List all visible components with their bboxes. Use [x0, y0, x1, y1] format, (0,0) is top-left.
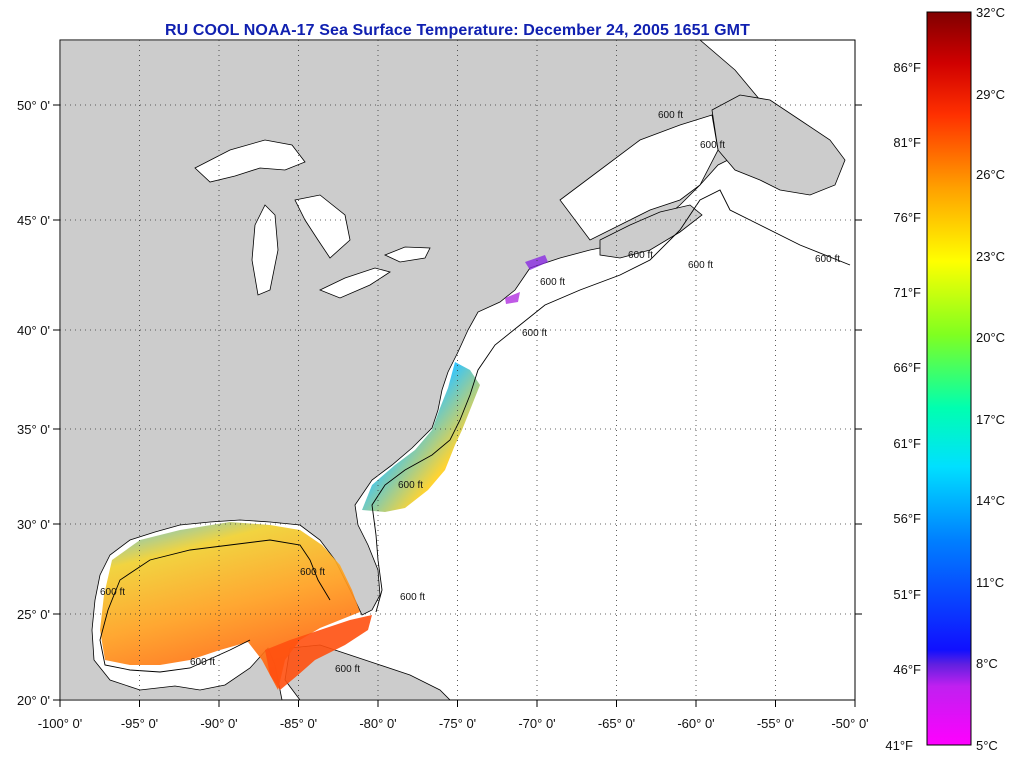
contour-label: 600 ft — [540, 277, 565, 288]
celsius-label: 20°C — [976, 330, 1005, 345]
lake-ontario — [383, 246, 431, 263]
lon-label: -95° 0' — [121, 716, 158, 731]
fahrenheit-label: 76°F — [893, 210, 921, 225]
fahrenheit-label: 61°F — [893, 436, 921, 451]
celsius-label: 29°C — [976, 87, 1005, 102]
celsius-label: 32°C — [976, 5, 1005, 20]
contour-label: 600 ft — [400, 592, 425, 603]
sst-east-coast — [362, 362, 480, 512]
sst-florida-straits — [265, 615, 372, 690]
sst-map: 600 ft 600 ft 600 ft 600 ft 600 ft 600 f… — [17, 39, 869, 731]
lat-label: 25° 0' — [17, 607, 50, 622]
lake-michigan — [251, 204, 279, 296]
contour-label: 600 ft — [398, 480, 423, 491]
lat-label: 40° 0' — [17, 323, 50, 338]
celsius-label: 14°C — [976, 493, 1005, 508]
lon-label: -80° 0' — [359, 716, 396, 731]
lake-superior — [194, 139, 306, 183]
fahrenheit-label: 56°F — [893, 511, 921, 526]
contour-label: 600 ft — [522, 328, 547, 339]
land-newfoundland — [711, 94, 846, 196]
contour-label: 600 ft — [815, 254, 840, 265]
fahrenheit-label: 51°F — [893, 587, 921, 602]
gulf-st-lawrence — [559, 114, 719, 241]
lake-erie — [319, 267, 391, 299]
lake-huron — [294, 194, 351, 259]
contour-label: 600 ft — [688, 260, 713, 271]
fahrenheit-label: 66°F — [893, 360, 921, 375]
lat-label: 30° 0' — [17, 517, 50, 532]
lat-label: 35° 0' — [17, 422, 50, 437]
lon-label: -75° 0' — [439, 716, 476, 731]
celsius-label: 8°C — [976, 656, 998, 671]
lat-label: 50° 0' — [17, 98, 50, 113]
fahrenheit-label: 41°F — [885, 738, 913, 753]
contour-label: 600 ft — [300, 567, 325, 578]
lon-label: -65° 0' — [598, 716, 635, 731]
celsius-label: 17°C — [976, 412, 1005, 427]
contour-label: 600 ft — [628, 250, 653, 261]
sst-cold-fringe-delaware — [505, 292, 520, 304]
lon-label: -50° 0' — [831, 716, 868, 731]
contour-label: 600 ft — [335, 664, 360, 675]
contour-label: 600 ft — [700, 140, 725, 151]
contour-label: 600 ft — [658, 110, 683, 121]
lat-label: 45° 0' — [17, 213, 50, 228]
celsius-label: 26°C — [976, 167, 1005, 182]
fahrenheit-label: 86°F — [893, 60, 921, 75]
celsius-label: 5°C — [976, 738, 998, 753]
lon-label: -70° 0' — [518, 716, 555, 731]
isobath-600ft-gulf — [99, 539, 331, 673]
sst-cold-fringe-north — [525, 255, 548, 270]
sst-gulf-of-mexico — [100, 522, 360, 690]
land-nova-scotia — [599, 204, 703, 259]
grid-lines — [60, 40, 855, 700]
fahrenheit-label: 81°F — [893, 135, 921, 150]
colorbar-gradient — [926, 11, 972, 746]
celsius-label: 23°C — [976, 249, 1005, 264]
isobath-600ft-atlantic — [371, 189, 851, 613]
lon-label: -55° 0' — [757, 716, 794, 731]
contour-label: 600 ft — [100, 587, 125, 598]
fahrenheit-label: 71°F — [893, 285, 921, 300]
tick-marks — [53, 104, 862, 707]
lat-label: 20° 0' — [17, 693, 50, 708]
lon-label: -90° 0' — [200, 716, 237, 731]
lon-label: -85° 0' — [280, 716, 317, 731]
contour-label: 600 ft — [190, 657, 215, 668]
lon-label: -100° 0' — [38, 716, 83, 731]
lon-label: -60° 0' — [677, 716, 714, 731]
fahrenheit-label: 46°F — [893, 662, 921, 677]
map-title: RU COOL NOAA-17 Sea Surface Temperature:… — [164, 22, 750, 39]
celsius-label: 11°C — [976, 575, 1004, 590]
